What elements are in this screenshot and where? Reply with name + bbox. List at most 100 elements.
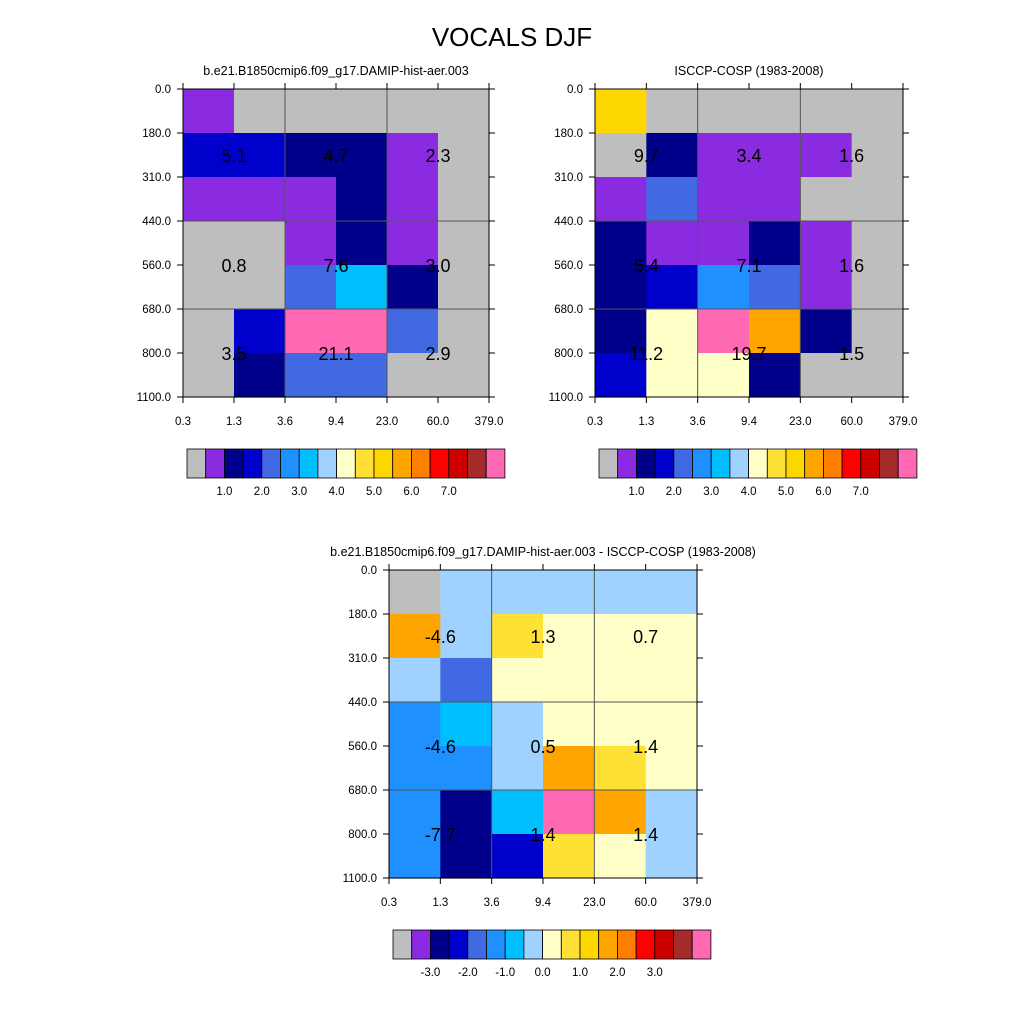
heatmap-cell xyxy=(800,309,853,354)
heatmap-cell xyxy=(543,658,595,703)
heatmap-panel-2: ISCCP-COSP (1983-2008) 9.7 3.4 1.6 5.4 7.1 1.6… xyxy=(549,64,918,498)
colorbar-swatch xyxy=(579,929,600,960)
heatmap-cell xyxy=(336,353,388,398)
colorbar-label: 5.0 xyxy=(366,486,382,498)
colorbar-swatch xyxy=(280,448,300,479)
heatmap-cell xyxy=(594,614,647,659)
block-value-label: 0.8 xyxy=(221,256,246,276)
heatmap-cell xyxy=(438,89,490,134)
y-tick-label: 0.0 xyxy=(361,565,377,577)
x-tick-label: 379.0 xyxy=(889,416,918,428)
heatmap-cell xyxy=(389,790,441,835)
y-tick-label: 800.0 xyxy=(142,348,171,360)
block-value-label: 11.2 xyxy=(629,344,663,364)
colorbar-swatch xyxy=(692,448,712,479)
x-tick-label: 60.0 xyxy=(634,897,656,909)
heatmap-cell xyxy=(851,133,904,178)
colorbar-swatch xyxy=(486,929,506,960)
heatmap-cell xyxy=(595,177,647,222)
figure-title: VOCALS DJF xyxy=(432,22,592,52)
heatmap-cell xyxy=(389,834,441,879)
heatmap-cell xyxy=(285,133,337,178)
colorbar: -3.0 -2.0 -1.0 0.0 1.0 2.0 3.0 xyxy=(392,929,712,979)
heatmap-cell xyxy=(387,177,439,222)
heatmap-cell xyxy=(438,177,490,222)
x-tick-label: 60.0 xyxy=(840,416,862,428)
colorbar-label: 3.0 xyxy=(703,486,719,498)
x-tick-label: 1.3 xyxy=(638,416,654,428)
heatmap-cell xyxy=(387,133,439,178)
heatmap-cell xyxy=(387,221,439,266)
colorbar-swatch xyxy=(654,448,675,479)
heatmap-cell xyxy=(491,614,544,659)
colorbar-swatch xyxy=(429,929,450,960)
x-tick-label: 3.6 xyxy=(484,897,500,909)
y-tick-label: 440.0 xyxy=(142,216,171,228)
heatmap-cell xyxy=(749,265,801,310)
heatmap-cell xyxy=(491,658,544,703)
heatmap-cell xyxy=(543,702,595,747)
colorbar-label: 1.0 xyxy=(572,967,588,979)
colorbar-swatch xyxy=(710,448,731,479)
heatmap-cell xyxy=(645,614,698,659)
block-value-label: 1.5 xyxy=(839,344,864,364)
heatmap-cell xyxy=(749,133,801,178)
heatmap-cell xyxy=(851,353,904,398)
heatmap-cell xyxy=(389,658,441,703)
colorbar-swatch xyxy=(841,448,862,479)
x-tick-label: 9.4 xyxy=(535,897,552,909)
heatmap-cell xyxy=(234,265,286,310)
y-tick-label: 560.0 xyxy=(554,260,583,272)
colorbar-swatch xyxy=(467,929,487,960)
colorbar-swatch xyxy=(298,448,319,479)
heatmap-cell xyxy=(595,221,647,266)
heatmap-cell xyxy=(595,89,647,134)
colorbar-swatch xyxy=(411,929,431,960)
x-tick-label: 60.0 xyxy=(427,416,449,428)
colorbar-swatch xyxy=(373,448,394,479)
colorbar-swatch xyxy=(729,448,750,479)
colorbar-swatch xyxy=(673,448,693,479)
heatmap-cell xyxy=(645,658,698,703)
heatmap-cell xyxy=(697,265,750,310)
block-value-label: 1.4 xyxy=(633,737,658,757)
heatmap-cell xyxy=(697,221,750,266)
colorbar-swatch xyxy=(392,929,413,960)
heatmap-cell xyxy=(851,177,904,222)
colorbar-label: 4.0 xyxy=(741,486,757,498)
heatmap-cell xyxy=(851,265,904,310)
colorbar-swatch xyxy=(448,929,469,960)
heatmap-cell xyxy=(800,89,853,134)
colorbar-swatch xyxy=(448,448,468,479)
colorbar-swatch xyxy=(879,448,899,479)
heatmap-cell xyxy=(749,221,801,266)
heatmap-cell xyxy=(646,133,699,178)
heatmap-cell xyxy=(440,614,493,659)
heatmap-cell xyxy=(749,353,801,398)
block-value-label: 1.4 xyxy=(530,825,555,845)
colorbar-swatch xyxy=(485,448,506,479)
heatmap-cell xyxy=(595,265,647,310)
y-tick-label: 1100.0 xyxy=(343,873,377,885)
heatmap-cell xyxy=(336,221,388,266)
heatmap-cell xyxy=(440,570,493,615)
heatmap-cell xyxy=(183,133,235,178)
heatmap-cell xyxy=(594,702,647,747)
colorbar-label: -1.0 xyxy=(495,967,515,979)
y-tick-label: 180.0 xyxy=(142,128,171,140)
heatmap-cell xyxy=(595,309,647,354)
heatmap-cell xyxy=(285,309,337,354)
colorbar-swatch xyxy=(823,448,843,479)
heatmap-cell xyxy=(594,746,647,791)
colorbar-label: 2.0 xyxy=(666,486,682,498)
heatmap-cell xyxy=(697,177,750,222)
heatmap-cell xyxy=(800,353,853,398)
heatmap-cell xyxy=(491,570,544,615)
panel-title: b.e21.B1850cmip6.f09_g17.DAMIP-hist-aer.… xyxy=(203,64,468,78)
y-tick-label: 440.0 xyxy=(554,216,583,228)
heatmap-cell xyxy=(438,353,490,398)
heatmap-cell xyxy=(389,614,441,659)
heatmap-cell xyxy=(646,177,699,222)
panel-title: ISCCP-COSP (1983-2008) xyxy=(674,64,823,78)
block-value-label: 5.4 xyxy=(634,256,659,276)
